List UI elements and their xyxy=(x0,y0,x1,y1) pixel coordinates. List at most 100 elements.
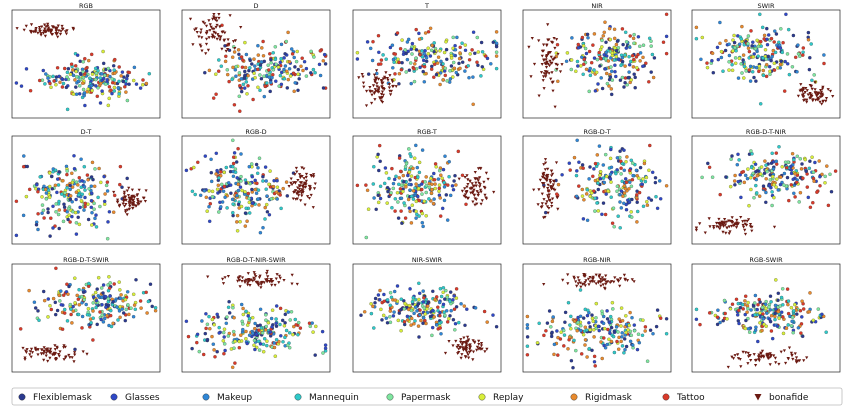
scatter-point xyxy=(627,200,632,204)
scatter-point xyxy=(278,60,283,65)
scatter-point xyxy=(241,58,245,62)
bonafide-point xyxy=(542,163,546,166)
bonafide-point xyxy=(23,356,27,360)
scatter-point xyxy=(379,307,383,312)
scatter-point xyxy=(397,176,402,180)
bonafide-point xyxy=(206,48,210,52)
scatter-point xyxy=(124,82,128,86)
bonafide-point xyxy=(252,276,256,280)
scatter-point xyxy=(757,64,762,68)
scatter-point xyxy=(781,331,786,336)
scatter-point xyxy=(750,70,755,74)
scatter-point xyxy=(119,74,123,78)
scatter-point xyxy=(433,162,438,166)
scatter-point xyxy=(34,223,39,227)
scatter-point xyxy=(623,64,627,68)
bonafide-point xyxy=(466,178,470,182)
bonafide-point xyxy=(773,356,777,360)
scatter-point xyxy=(132,65,137,70)
scatter-point xyxy=(700,35,705,40)
bonafide-point xyxy=(296,186,300,190)
scatter-point xyxy=(261,349,266,354)
scatter-point xyxy=(607,337,611,342)
scatter-point xyxy=(65,169,69,173)
bonafide-point xyxy=(566,273,570,277)
scatter-point xyxy=(115,305,119,309)
scatter-point xyxy=(237,339,241,344)
scatter-point xyxy=(123,297,128,302)
bonafide-point xyxy=(42,358,46,362)
scatter-point xyxy=(614,48,619,53)
scatter-point xyxy=(602,343,606,348)
legend-marker xyxy=(662,393,670,401)
scatter-point xyxy=(525,326,530,330)
bonafide-point xyxy=(551,41,555,45)
scatter-point xyxy=(422,199,427,204)
bonafide-point xyxy=(123,204,127,208)
scatter-point xyxy=(220,182,224,187)
scatter-point xyxy=(408,287,412,291)
bonafide-point xyxy=(474,181,478,185)
bonafide-point xyxy=(467,344,471,347)
scatter-point xyxy=(243,211,248,215)
scatter-point xyxy=(592,335,596,339)
bonafide-point xyxy=(121,202,125,206)
scatter-point xyxy=(457,61,461,66)
scatter-point xyxy=(418,65,422,70)
bonafide-point xyxy=(747,218,751,221)
bonafide-point xyxy=(217,16,221,20)
bonafide-point xyxy=(472,184,476,188)
scatter-point xyxy=(235,213,240,218)
bonafide-point xyxy=(551,58,555,62)
scatter-point xyxy=(782,89,787,93)
bonafide-point xyxy=(459,338,463,341)
scatter-point xyxy=(391,57,396,62)
scatter-point xyxy=(765,311,769,315)
scatter-point xyxy=(48,303,52,308)
bonafide-point xyxy=(813,81,817,84)
scatter-point xyxy=(791,33,796,38)
scatter-point xyxy=(101,283,106,287)
scatter-point xyxy=(410,41,415,46)
scatter-point xyxy=(801,46,806,50)
scatter-point xyxy=(394,174,398,179)
bonafide-point xyxy=(228,14,232,18)
scatter-point xyxy=(65,75,69,79)
scatter-point xyxy=(402,201,406,205)
scatter-point xyxy=(393,72,397,76)
scatter-point xyxy=(797,200,801,204)
scatter-point xyxy=(833,169,838,173)
scatter-point xyxy=(747,330,752,334)
bonafide-point xyxy=(54,32,58,35)
bonafide-point xyxy=(304,185,308,189)
scatter-point xyxy=(212,348,216,352)
bonafide-point xyxy=(29,31,33,35)
scatter-point xyxy=(463,43,468,47)
scatter-point xyxy=(127,312,131,317)
scatter-point xyxy=(293,65,297,69)
scatter-point xyxy=(569,358,574,363)
bonafide-point xyxy=(34,27,38,30)
scatter-point xyxy=(776,298,780,303)
bonafide-point xyxy=(134,204,138,208)
scatter-point xyxy=(436,55,441,59)
scatter-point xyxy=(654,324,659,329)
bonafide-point xyxy=(554,161,559,165)
bonafide-point xyxy=(543,168,547,171)
scatter-point xyxy=(636,332,641,336)
bonafide-point xyxy=(542,43,546,47)
scatter-point xyxy=(718,20,722,25)
panel-title: RGB-NIR xyxy=(583,256,611,264)
scatter-point xyxy=(422,64,427,69)
scatter-point xyxy=(748,175,753,180)
scatter-point xyxy=(116,318,120,322)
scatter-point xyxy=(583,46,588,51)
scatter-point xyxy=(525,314,530,319)
scatter-point xyxy=(812,73,816,77)
scatter-point xyxy=(268,89,272,94)
bonafide-point xyxy=(545,44,549,48)
scatter-point xyxy=(399,209,403,213)
bonafide-point xyxy=(239,26,243,29)
bonafide-point xyxy=(540,63,544,66)
scatter-point xyxy=(68,197,72,202)
